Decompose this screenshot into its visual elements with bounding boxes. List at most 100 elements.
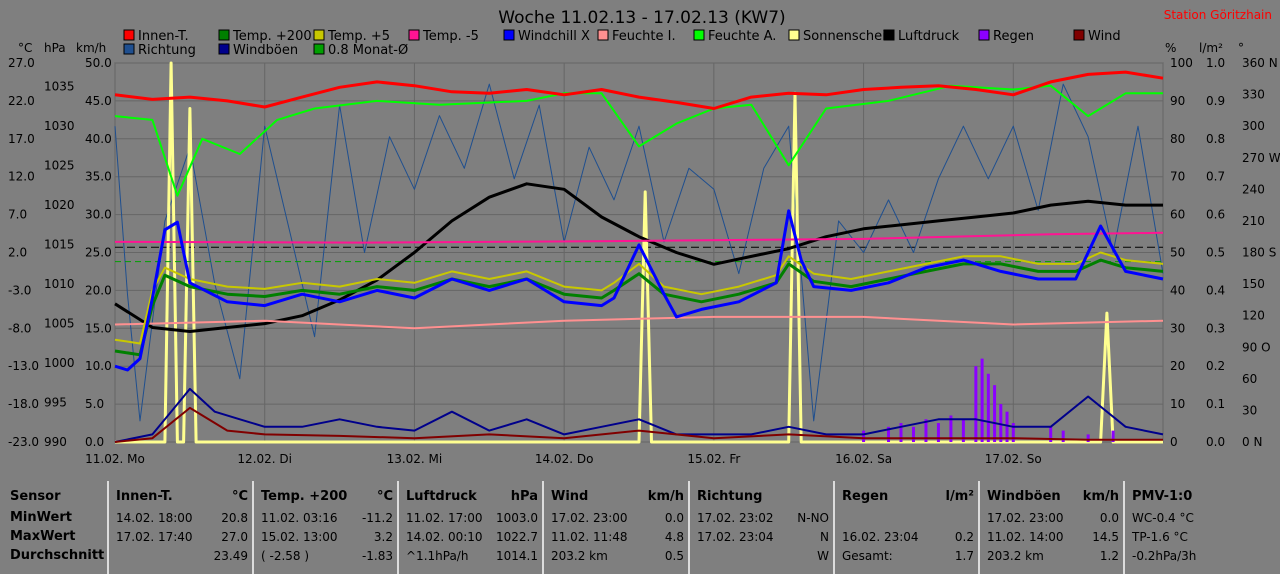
tick-label-direction_deg: 270 W <box>1242 151 1280 165</box>
unit-hpa: hPa <box>44 41 66 55</box>
unit-deg: ° <box>1238 41 1244 55</box>
stats-column: Luftdruck hPa 11.02. 17:00 1003.0 14.02. 00:… <box>399 481 544 574</box>
tick-label-direction_deg: 300 <box>1242 119 1265 133</box>
tick-label-direction_deg: 210 <box>1242 214 1265 228</box>
tick-label-humidity_pct: 50 <box>1170 246 1185 260</box>
tick-label-rain_lm2: 0.3 <box>1206 321 1225 335</box>
tick-label-humidity_pct: 100 <box>1170 56 1193 70</box>
tick-label-wind_kmh: 25.0 <box>85 246 112 260</box>
legend-label: Richtung <box>138 43 196 58</box>
tick-label-temp_c: -18.0 <box>8 397 39 411</box>
tick-label-direction_deg: 330 <box>1242 88 1265 102</box>
tick-label-wind_kmh: 15.0 <box>85 321 112 335</box>
tick-label-temp_c: -13.0 <box>8 359 39 373</box>
row-label-max: MaxWert <box>10 529 76 544</box>
series-luftdruck <box>114 182 1163 333</box>
stats-column-header: Windböen <box>987 489 1061 504</box>
tick-label-temp_c: 12.0 <box>8 170 35 184</box>
legend-label: Temp. -5 <box>422 29 479 44</box>
stats-column-header: Regen <box>842 489 889 504</box>
x-tick-label: 16.02. Sa <box>835 452 892 466</box>
column-separator <box>542 481 544 574</box>
tick-label-temp_c: 17.0 <box>8 132 35 146</box>
tick-label-rain_lm2: 0.1 <box>1206 397 1225 411</box>
legend-swatch <box>597 29 609 41</box>
x-tick-label: 12.02. Di <box>237 452 292 466</box>
column-separator <box>833 481 835 574</box>
legend-swatch <box>978 29 990 41</box>
tick-label-wind_kmh: 5.0 <box>85 397 104 411</box>
stats-column-header: Innen-T. <box>116 489 173 504</box>
tick-label-direction_deg: 120 <box>1242 309 1265 323</box>
stats-cell-value: 3.2 <box>373 530 393 544</box>
stats-cell-value: 27.0 <box>221 530 248 544</box>
stats-cell-value: 0.2 <box>954 530 974 544</box>
legend-swatch <box>1073 29 1085 41</box>
legend-label: Windböen <box>233 43 298 58</box>
tick-label-temp_c: 7.0 <box>8 208 27 222</box>
legend-label: Sonnenschein <box>803 29 894 44</box>
tick-label-pressure_hpa: 1030 <box>44 119 75 133</box>
tick-label-direction_deg: 180 S <box>1242 246 1276 260</box>
stats-column: Richtung 17.02. 23:02 N-NO 17.02. 23:04 N W <box>690 481 835 574</box>
stats-cell-label: 15.02. 13:00 <box>261 530 338 544</box>
column-separator <box>1123 481 1125 574</box>
legend-swatch <box>408 29 420 41</box>
legend-swatch <box>313 29 325 41</box>
x-tick-label: 13.02. Mi <box>387 452 443 466</box>
tick-label-temp_c: -8.0 <box>8 321 31 335</box>
tick-label-humidity_pct: 30 <box>1170 321 1185 335</box>
tick-label-direction_deg: 60 <box>1242 372 1257 386</box>
legend-label: Luftdruck <box>898 29 960 44</box>
stats-cell-value: 0.0 <box>1099 511 1119 525</box>
legend-label: Temp. +5 <box>327 29 390 44</box>
tick-label-direction_deg: 150 <box>1242 277 1265 291</box>
tick-label-temp_c: 22.0 <box>8 94 35 108</box>
series-wind <box>114 406 1163 443</box>
series-richtung <box>114 83 1164 422</box>
tick-label-pressure_hpa: 1035 <box>44 80 75 94</box>
stats-cell-value: 1.2 <box>1099 549 1119 563</box>
tick-label-rain_lm2: 0.8 <box>1206 132 1225 146</box>
axis-units: °C hPa km/h % l/m² ° <box>18 41 1244 55</box>
rain-bar <box>936 423 940 442</box>
tick-label-temp_c: 2.0 <box>8 246 27 260</box>
tick-label-pressure_hpa: 1025 <box>44 159 75 173</box>
x-tick-label: 15.02. Fr <box>687 452 740 466</box>
x-tick-label: 11.02. Mo <box>85 452 145 466</box>
rain-bar <box>899 423 903 442</box>
series-feuchte-i <box>114 315 1164 330</box>
legend-label: Temp. +200 <box>232 29 312 44</box>
stats-cell-label: TP-1.6 °C <box>1132 530 1188 544</box>
stats-cell-value: 4.8 <box>664 530 684 544</box>
rain-bar <box>949 415 953 442</box>
legend-swatch <box>883 29 895 41</box>
stats-cell-label: ^1.1hPa/h <box>406 549 469 563</box>
x-tick-label: 17.02. So <box>985 452 1042 466</box>
stats-cell-value: N <box>820 530 829 544</box>
stats-cell-value: -1.83 <box>361 549 393 563</box>
tick-label-pressure_hpa: 1005 <box>44 317 75 331</box>
stats-column: Windböen km/h 17.02. 23:00 0.0 11.02. 14:00 1… <box>980 481 1125 574</box>
tick-label-pressure_hpa: 990 <box>44 435 67 449</box>
tick-label-temp_c: -23.0 <box>8 435 39 449</box>
unit-percent: % <box>1165 41 1176 55</box>
rain-bar <box>999 404 1003 442</box>
tick-label-rain_lm2: 0.6 <box>1206 208 1225 222</box>
tick-label-humidity_pct: 10 <box>1170 397 1185 411</box>
series-temp-5 <box>114 231 1164 244</box>
stats-cell-label: ( -2.58 ) <box>261 549 310 563</box>
tick-label-wind_kmh: 10.0 <box>85 359 112 373</box>
legend: Innen-T. Temp. +200 Temp. +5 Temp. -5 Windch… <box>123 29 1121 58</box>
legend-swatch <box>788 29 800 41</box>
stats-cell-value: N-NO <box>797 511 829 525</box>
stats-cell-value: 23.49 <box>213 549 248 563</box>
tick-label-humidity_pct: 80 <box>1170 132 1185 146</box>
stats-column-header: Temp. +200 <box>261 489 348 504</box>
series-feuchte-a <box>114 84 1163 197</box>
tick-label-rain_lm2: 1.0 <box>1206 56 1225 70</box>
tick-label-direction_deg: 90 O <box>1242 340 1271 354</box>
stats-cell-value: 1022.7 <box>496 530 538 544</box>
column-separator <box>978 481 980 574</box>
stats-cell-label: 203.2 km <box>551 549 608 563</box>
